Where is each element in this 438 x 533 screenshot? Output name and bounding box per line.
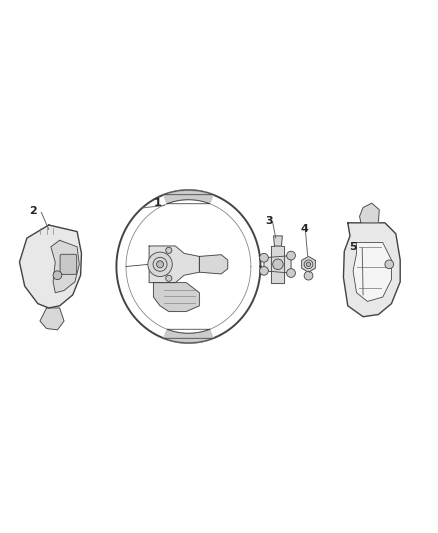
Text: 2: 2 — [30, 206, 37, 216]
Polygon shape — [149, 246, 199, 282]
Polygon shape — [164, 329, 213, 343]
Circle shape — [260, 266, 268, 275]
Polygon shape — [302, 256, 315, 272]
Circle shape — [306, 262, 311, 266]
FancyBboxPatch shape — [60, 254, 77, 274]
Circle shape — [287, 251, 295, 260]
Polygon shape — [274, 236, 283, 246]
Text: 4: 4 — [300, 224, 308, 235]
Polygon shape — [40, 308, 64, 330]
Polygon shape — [360, 203, 379, 223]
Circle shape — [166, 247, 172, 253]
Polygon shape — [164, 190, 213, 204]
Circle shape — [304, 271, 313, 280]
Polygon shape — [199, 255, 228, 274]
Polygon shape — [51, 240, 79, 293]
Text: 3: 3 — [265, 216, 273, 225]
Circle shape — [53, 271, 62, 280]
Polygon shape — [153, 282, 199, 311]
Circle shape — [287, 269, 295, 277]
Circle shape — [148, 252, 172, 277]
Polygon shape — [272, 246, 285, 282]
Text: 1: 1 — [154, 198, 162, 208]
Circle shape — [273, 259, 283, 270]
Polygon shape — [343, 223, 400, 317]
Text: 5: 5 — [350, 242, 357, 252]
Circle shape — [385, 260, 394, 269]
Circle shape — [156, 261, 163, 268]
Polygon shape — [353, 243, 392, 302]
Polygon shape — [264, 256, 291, 273]
Circle shape — [260, 253, 268, 262]
Circle shape — [166, 275, 172, 281]
Polygon shape — [19, 225, 81, 308]
